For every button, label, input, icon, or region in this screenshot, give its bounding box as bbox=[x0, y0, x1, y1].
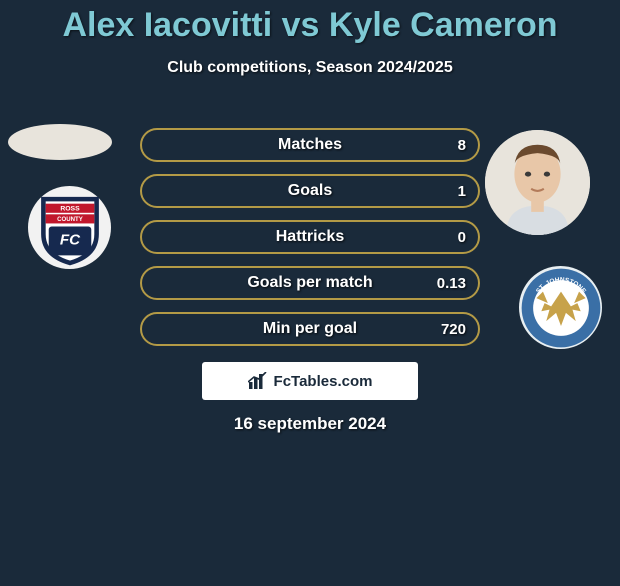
stat-label: Goals per match bbox=[247, 274, 372, 292]
player1-avatar bbox=[8, 124, 112, 160]
stat-label: Hattricks bbox=[276, 228, 344, 246]
stats-table: Matches 8 Goals 1 Hattricks 0 Goals per … bbox=[140, 128, 480, 358]
player1-name: Alex Iacovitti bbox=[62, 6, 272, 44]
stat-label: Min per goal bbox=[263, 320, 357, 338]
player1-club-badge: ROSS COUNTY FC bbox=[28, 186, 111, 269]
stat-right-value: 0 bbox=[458, 229, 466, 246]
player2-avatar bbox=[485, 130, 590, 235]
badge-fc-text: FC bbox=[59, 231, 80, 248]
player2-name: Kyle Cameron bbox=[329, 6, 558, 44]
stat-row-matches: Matches 8 bbox=[140, 128, 480, 162]
comparison-title: Alex Iacovitti vs Kyle Cameron bbox=[0, 6, 620, 45]
vs-text: vs bbox=[282, 6, 320, 44]
stat-right-value: 1 bbox=[458, 183, 466, 200]
source-watermark: FcTables.com bbox=[202, 362, 418, 400]
generated-date: 16 september 2024 bbox=[0, 414, 620, 434]
stat-right-value: 8 bbox=[458, 137, 466, 154]
stat-row-hattricks: Hattricks 0 bbox=[140, 220, 480, 254]
badge-text-top: ROSS bbox=[60, 205, 80, 212]
subtitle: Club competitions, Season 2024/2025 bbox=[0, 59, 620, 77]
watermark-text: FcTables.com bbox=[274, 373, 373, 390]
player-face-icon bbox=[485, 130, 590, 235]
stat-row-min-per-goal: Min per goal 720 bbox=[140, 312, 480, 346]
badge-text-bottom: COUNTY bbox=[57, 216, 83, 223]
player2-club-badge: ST. JOHNSTONE bbox=[519, 266, 602, 349]
stat-right-value: 0.13 bbox=[437, 275, 466, 292]
st-johnstone-badge-icon: ST. JOHNSTONE bbox=[520, 267, 602, 349]
stat-label: Matches bbox=[278, 136, 342, 154]
stat-right-value: 720 bbox=[441, 321, 466, 338]
ross-county-badge-icon: ROSS COUNTY FC bbox=[32, 190, 108, 266]
stat-label: Goals bbox=[288, 182, 332, 200]
stat-row-goals: Goals 1 bbox=[140, 174, 480, 208]
stat-row-goals-per-match: Goals per match 0.13 bbox=[140, 266, 480, 300]
chart-bars-icon bbox=[248, 372, 268, 390]
